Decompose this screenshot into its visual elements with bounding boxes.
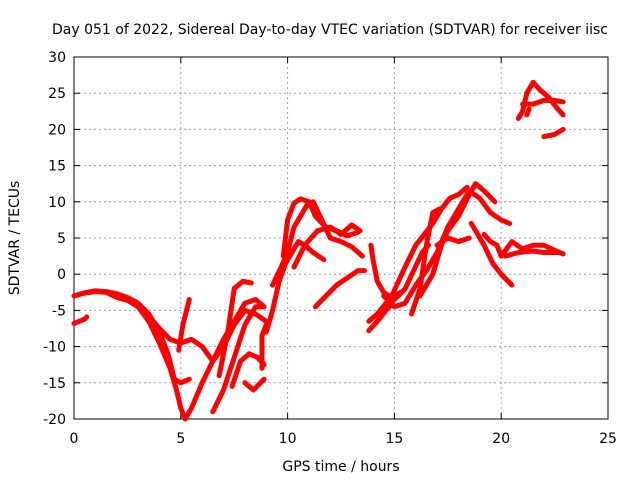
series-track-15	[312, 268, 367, 310]
series-track-24	[481, 231, 566, 259]
series-track-25	[468, 221, 515, 288]
y-tick-label: -20	[43, 412, 66, 428]
y-tick-label: -10	[43, 340, 66, 356]
series-track-17	[366, 289, 404, 324]
y-tick-label: 0	[57, 267, 66, 283]
series-track-14	[291, 222, 363, 270]
series-track-28	[520, 97, 566, 107]
y-tick-label: 30	[48, 50, 66, 66]
data-series	[71, 79, 566, 422]
series-track-09	[242, 376, 267, 393]
series-track-01	[71, 314, 90, 326]
y-tick-label: 15	[48, 159, 66, 175]
x-tick-label: 5	[176, 431, 185, 447]
series-track-30	[541, 126, 566, 140]
series-track-04	[133, 299, 269, 364]
tick-labels: 0 5 10 15 20 25 -20 -15 -10 -5 0 5 10 15 20 25 30	[43, 50, 617, 447]
series-track-23	[434, 235, 472, 248]
y-tick-label: 20	[48, 122, 66, 138]
x-tick-label: 15	[385, 431, 403, 447]
y-axis-label: SDTVAR / TECUs	[7, 181, 23, 296]
y-tick-label: 10	[48, 195, 66, 211]
y-tick-label: -15	[43, 376, 66, 392]
series-track-16	[368, 242, 432, 302]
grid-lines	[74, 57, 608, 419]
series-track-18	[366, 300, 395, 334]
y-tick-label: -5	[52, 303, 66, 319]
chart-title: Day 051 of 2022, Sidereal Day-to-day VTE…	[52, 22, 608, 38]
x-axis-label: GPS time / hours	[282, 459, 399, 475]
series-track-29	[524, 106, 532, 118]
y-tick-label: 25	[48, 86, 66, 102]
series-track-05	[176, 297, 192, 353]
series-track-06	[210, 304, 265, 415]
x-tick-label: 20	[492, 431, 510, 447]
series-track-26	[503, 248, 562, 259]
series-track-21	[409, 206, 442, 317]
series-track-07	[216, 278, 254, 379]
x-tick-label: 0	[70, 431, 79, 447]
series-track-27	[515, 79, 566, 121]
axis-ticks	[73, 56, 609, 420]
series-track-11	[263, 239, 327, 335]
series-track-22	[417, 181, 498, 299]
x-tick-label: 25	[599, 431, 617, 447]
y-tick-label: 5	[57, 231, 66, 247]
x-tick-label: 10	[279, 431, 297, 447]
